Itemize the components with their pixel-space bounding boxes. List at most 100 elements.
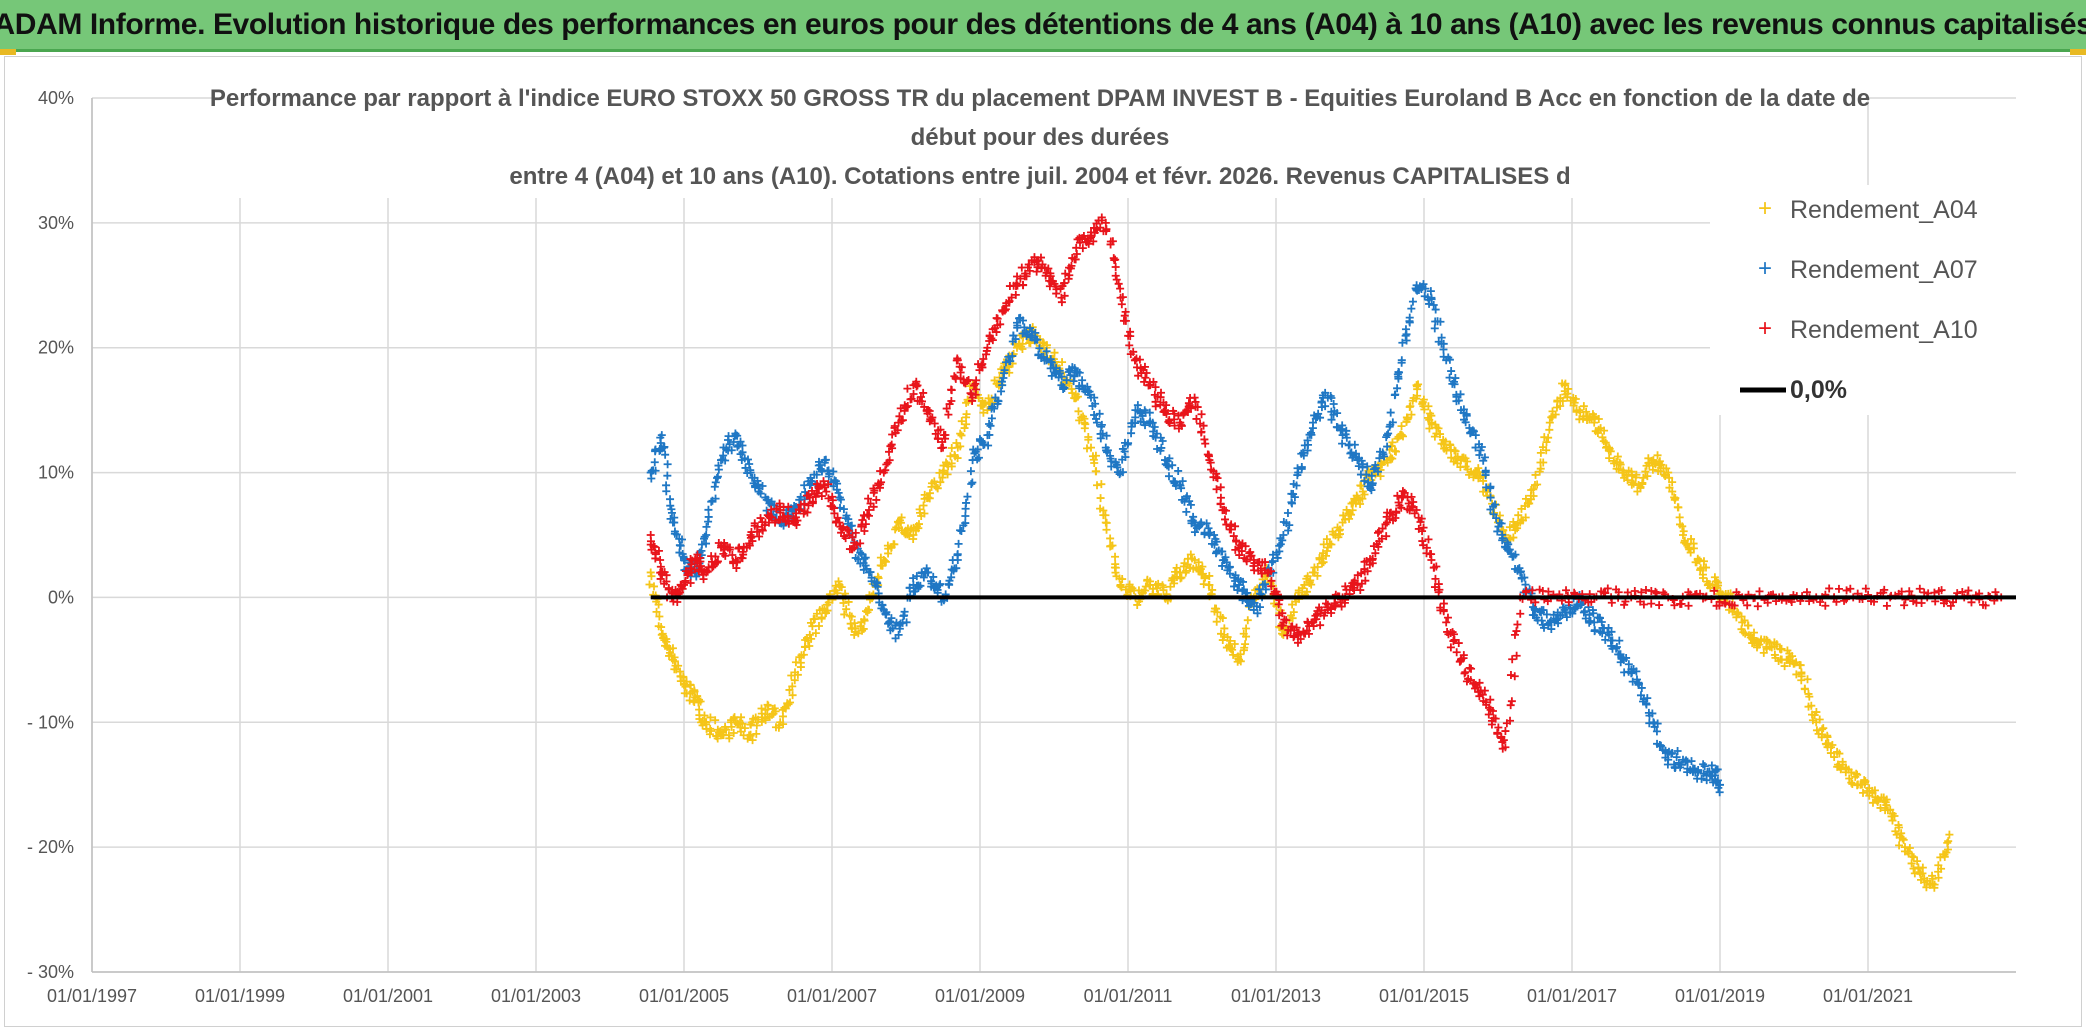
data-point bbox=[1571, 394, 1580, 403]
data-point bbox=[811, 629, 820, 638]
data-point bbox=[1356, 500, 1365, 509]
data-point bbox=[1159, 583, 1168, 592]
data-point bbox=[1521, 513, 1530, 522]
data-point bbox=[1229, 650, 1238, 659]
data-point bbox=[1435, 430, 1444, 439]
data-point bbox=[1096, 494, 1105, 503]
data-point bbox=[1551, 410, 1560, 419]
data-point bbox=[1846, 584, 1855, 593]
data-point bbox=[1689, 544, 1698, 553]
data-point bbox=[1510, 630, 1519, 639]
data-point bbox=[1945, 830, 1954, 839]
data-point bbox=[752, 729, 761, 738]
data-point bbox=[1853, 770, 1862, 779]
data-point bbox=[1643, 472, 1652, 481]
data-point bbox=[933, 484, 942, 493]
data-point bbox=[1648, 465, 1657, 474]
data-point bbox=[1313, 562, 1322, 571]
data-point bbox=[925, 494, 934, 503]
data-point bbox=[1409, 497, 1418, 506]
banner-accent-right bbox=[2070, 49, 2086, 55]
data-point bbox=[1414, 380, 1423, 389]
data-point bbox=[1038, 338, 1047, 347]
y-tick-label: 40% bbox=[38, 88, 74, 108]
data-point bbox=[786, 698, 795, 707]
data-point bbox=[1622, 470, 1631, 479]
data-point bbox=[1111, 263, 1120, 272]
data-point bbox=[1668, 478, 1677, 487]
data-point bbox=[920, 509, 929, 518]
data-point bbox=[956, 442, 965, 451]
data-point bbox=[1172, 563, 1181, 572]
data-point bbox=[1823, 731, 1832, 740]
data-point bbox=[711, 716, 720, 725]
data-point bbox=[1202, 519, 1211, 528]
data-point bbox=[1525, 499, 1534, 508]
data-point bbox=[1289, 608, 1298, 617]
data-point bbox=[1506, 701, 1515, 710]
data-point bbox=[966, 467, 975, 476]
data-point bbox=[842, 605, 851, 614]
data-point bbox=[1058, 358, 1067, 367]
data-point bbox=[1835, 749, 1844, 758]
data-point bbox=[884, 549, 893, 558]
data-point bbox=[1194, 558, 1203, 567]
data-point bbox=[850, 619, 859, 628]
data-point bbox=[1513, 620, 1522, 629]
legend-marker-a10: + bbox=[1758, 315, 1772, 342]
data-point bbox=[700, 711, 709, 720]
data-point bbox=[1319, 558, 1328, 567]
data-point bbox=[1838, 757, 1847, 766]
data-point bbox=[757, 704, 766, 713]
data-point bbox=[1590, 413, 1599, 422]
data-point bbox=[1918, 869, 1927, 878]
data-point bbox=[1539, 458, 1548, 467]
data-point bbox=[1750, 628, 1758, 637]
data-point bbox=[1306, 576, 1315, 585]
data-point bbox=[1197, 410, 1206, 419]
data-point bbox=[909, 531, 918, 539]
data-point bbox=[1660, 470, 1668, 479]
data-point bbox=[695, 695, 704, 704]
data-point bbox=[706, 713, 715, 722]
data-point bbox=[1558, 397, 1567, 406]
data-point bbox=[1177, 573, 1186, 582]
data-point bbox=[1710, 573, 1719, 582]
data-point bbox=[1744, 621, 1753, 630]
data-point bbox=[1407, 304, 1416, 313]
data-point bbox=[1536, 448, 1545, 457]
data-point bbox=[788, 682, 797, 691]
data-point bbox=[1609, 456, 1618, 465]
data-point bbox=[1212, 617, 1221, 626]
data-point bbox=[654, 622, 663, 631]
data-point bbox=[1201, 573, 1210, 582]
data-point bbox=[662, 487, 671, 496]
data-point bbox=[799, 650, 808, 659]
x-tick-label: 01/01/2011 bbox=[1084, 986, 1173, 1006]
data-point bbox=[1190, 555, 1199, 564]
data-point bbox=[707, 727, 716, 736]
x-tick-label: 01/01/2017 bbox=[1527, 986, 1617, 1006]
data-point bbox=[1447, 367, 1456, 376]
data-point bbox=[1509, 533, 1518, 542]
data-point bbox=[1117, 583, 1126, 592]
data-point bbox=[1686, 548, 1695, 557]
chart-title-line-3: entre 4 (A04) et 10 ans (A10). Cotations… bbox=[509, 163, 1570, 190]
data-point bbox=[859, 624, 868, 633]
x-tick-label: 01/01/2003 bbox=[491, 986, 581, 1006]
data-point bbox=[890, 540, 899, 549]
data-point bbox=[1627, 467, 1636, 476]
y-tick-label: 30% bbox=[38, 213, 74, 233]
data-point bbox=[1647, 599, 1656, 608]
data-point bbox=[1645, 461, 1654, 470]
data-point bbox=[1579, 402, 1588, 411]
data-point bbox=[1599, 437, 1608, 446]
data-point bbox=[1531, 470, 1540, 479]
data-point bbox=[936, 478, 945, 487]
series-Rendement_A07 bbox=[646, 280, 1724, 797]
data-point bbox=[1205, 571, 1214, 580]
data-point bbox=[1316, 621, 1325, 630]
data-point bbox=[1325, 539, 1334, 548]
legend-marker-a07: + bbox=[1758, 255, 1772, 282]
